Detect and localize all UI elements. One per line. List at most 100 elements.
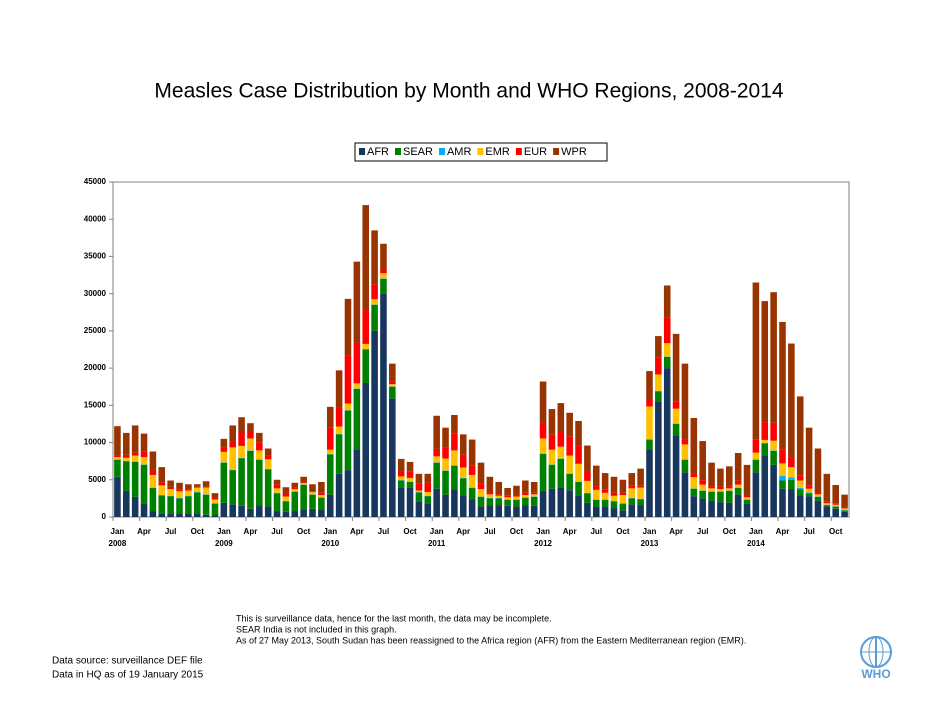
bar-segment: [176, 489, 183, 492]
bar-segment: [176, 482, 183, 490]
bar-segment: [743, 503, 751, 517]
x-tick-label: Apr: [563, 527, 577, 536]
bar-segment: [362, 310, 370, 344]
bar-segment: [779, 488, 786, 517]
bar-segment: [459, 434, 467, 455]
bar-segment: [522, 492, 529, 496]
bar-segment: [495, 505, 503, 517]
bar-segment: [273, 488, 281, 493]
bar-segment: [326, 494, 334, 517]
bar-segment: [655, 391, 662, 402]
bar-segment: [681, 459, 689, 473]
bar-segment: [167, 486, 174, 490]
bar-segment: [734, 494, 742, 517]
bar-segment: [566, 473, 573, 491]
bar-segment: [690, 488, 698, 497]
bar-segment: [681, 363, 689, 440]
bar-segment: [415, 492, 423, 502]
y-tick-label: 10000: [84, 438, 107, 447]
bar-segment: [424, 482, 432, 493]
bar-segment: [353, 342, 361, 384]
bar-segment: [575, 445, 582, 464]
bar-segment: [770, 464, 777, 517]
bar-segment: [663, 368, 671, 517]
bar-segment: [238, 432, 245, 446]
bar-segment: [717, 468, 724, 487]
bar-segment: [823, 503, 831, 505]
bar-segment: [238, 445, 245, 458]
bar-segment: [796, 396, 804, 476]
bar-segment: [841, 510, 848, 512]
bar-segment: [362, 349, 370, 383]
bar-segment: [566, 490, 573, 517]
bar-segment: [690, 417, 698, 474]
bar-segment: [459, 478, 467, 496]
bar-segment: [397, 476, 405, 481]
x-tick-label: Oct: [191, 527, 205, 536]
bar-segment: [628, 498, 636, 505]
bar-segment: [690, 477, 698, 489]
bar-segment: [389, 398, 396, 517]
bar-segment: [619, 503, 627, 511]
bar-segment: [761, 443, 769, 456]
bar-segment: [264, 469, 272, 507]
bar-segment: [415, 483, 423, 491]
bar-segment: [513, 499, 520, 507]
bar-segment: [610, 501, 618, 509]
y-tick-label: 35000: [84, 252, 107, 261]
bar-segment: [646, 439, 653, 450]
bar-segment: [628, 485, 636, 489]
bar-segment: [406, 477, 414, 482]
bar-segment: [522, 497, 529, 506]
bar-segment: [211, 499, 219, 504]
bar-segment: [282, 496, 290, 501]
bar-segment: [459, 454, 467, 468]
bar-segment: [841, 506, 848, 509]
year-label: 2012: [534, 539, 552, 548]
bar-segment: [353, 383, 361, 389]
bar-segment: [185, 489, 192, 491]
bar-segment: [592, 499, 600, 507]
bar-segment: [717, 489, 724, 492]
bar-segment: [779, 476, 786, 481]
bar-segment: [176, 491, 183, 499]
legend-label: WPR: [561, 146, 587, 158]
bar-segment: [522, 505, 529, 517]
bar-segment: [140, 464, 148, 504]
bar-segment: [353, 261, 361, 343]
year-label: 2008: [109, 539, 127, 548]
bar-segment: [646, 371, 653, 400]
bar-segment: [477, 496, 485, 507]
bar-segment: [592, 486, 600, 490]
bar-segment: [646, 406, 653, 440]
bar-segment: [229, 425, 236, 442]
bar-segment: [433, 462, 440, 489]
bar-segment: [238, 458, 245, 506]
bar-segment: [158, 467, 166, 483]
bar-segment: [823, 506, 831, 517]
bar-segment: [140, 457, 148, 465]
bar-segment: [832, 484, 839, 504]
bar-segment: [734, 452, 742, 481]
bar-segment: [486, 476, 494, 493]
bar-segment: [814, 500, 822, 517]
bar-segment: [406, 471, 414, 478]
bar-segment: [761, 439, 769, 443]
bar-segment: [726, 490, 733, 503]
bar-segment: [326, 406, 334, 428]
bar-segment: [477, 489, 485, 497]
bar-segment: [131, 461, 139, 497]
bar-segment: [832, 506, 839, 509]
bar-segment: [468, 474, 476, 488]
bar-segment: [584, 445, 591, 472]
bar-segment: [433, 488, 440, 517]
bar-segment: [335, 434, 343, 474]
bar-segment: [814, 494, 822, 497]
bar-segment: [406, 482, 414, 488]
x-tick-label: Apr: [350, 527, 364, 536]
source: Data source: surveillance DEF file: [52, 656, 203, 667]
bar-segment: [424, 496, 432, 504]
bar-segment: [557, 431, 565, 447]
bar-segment: [592, 489, 600, 500]
